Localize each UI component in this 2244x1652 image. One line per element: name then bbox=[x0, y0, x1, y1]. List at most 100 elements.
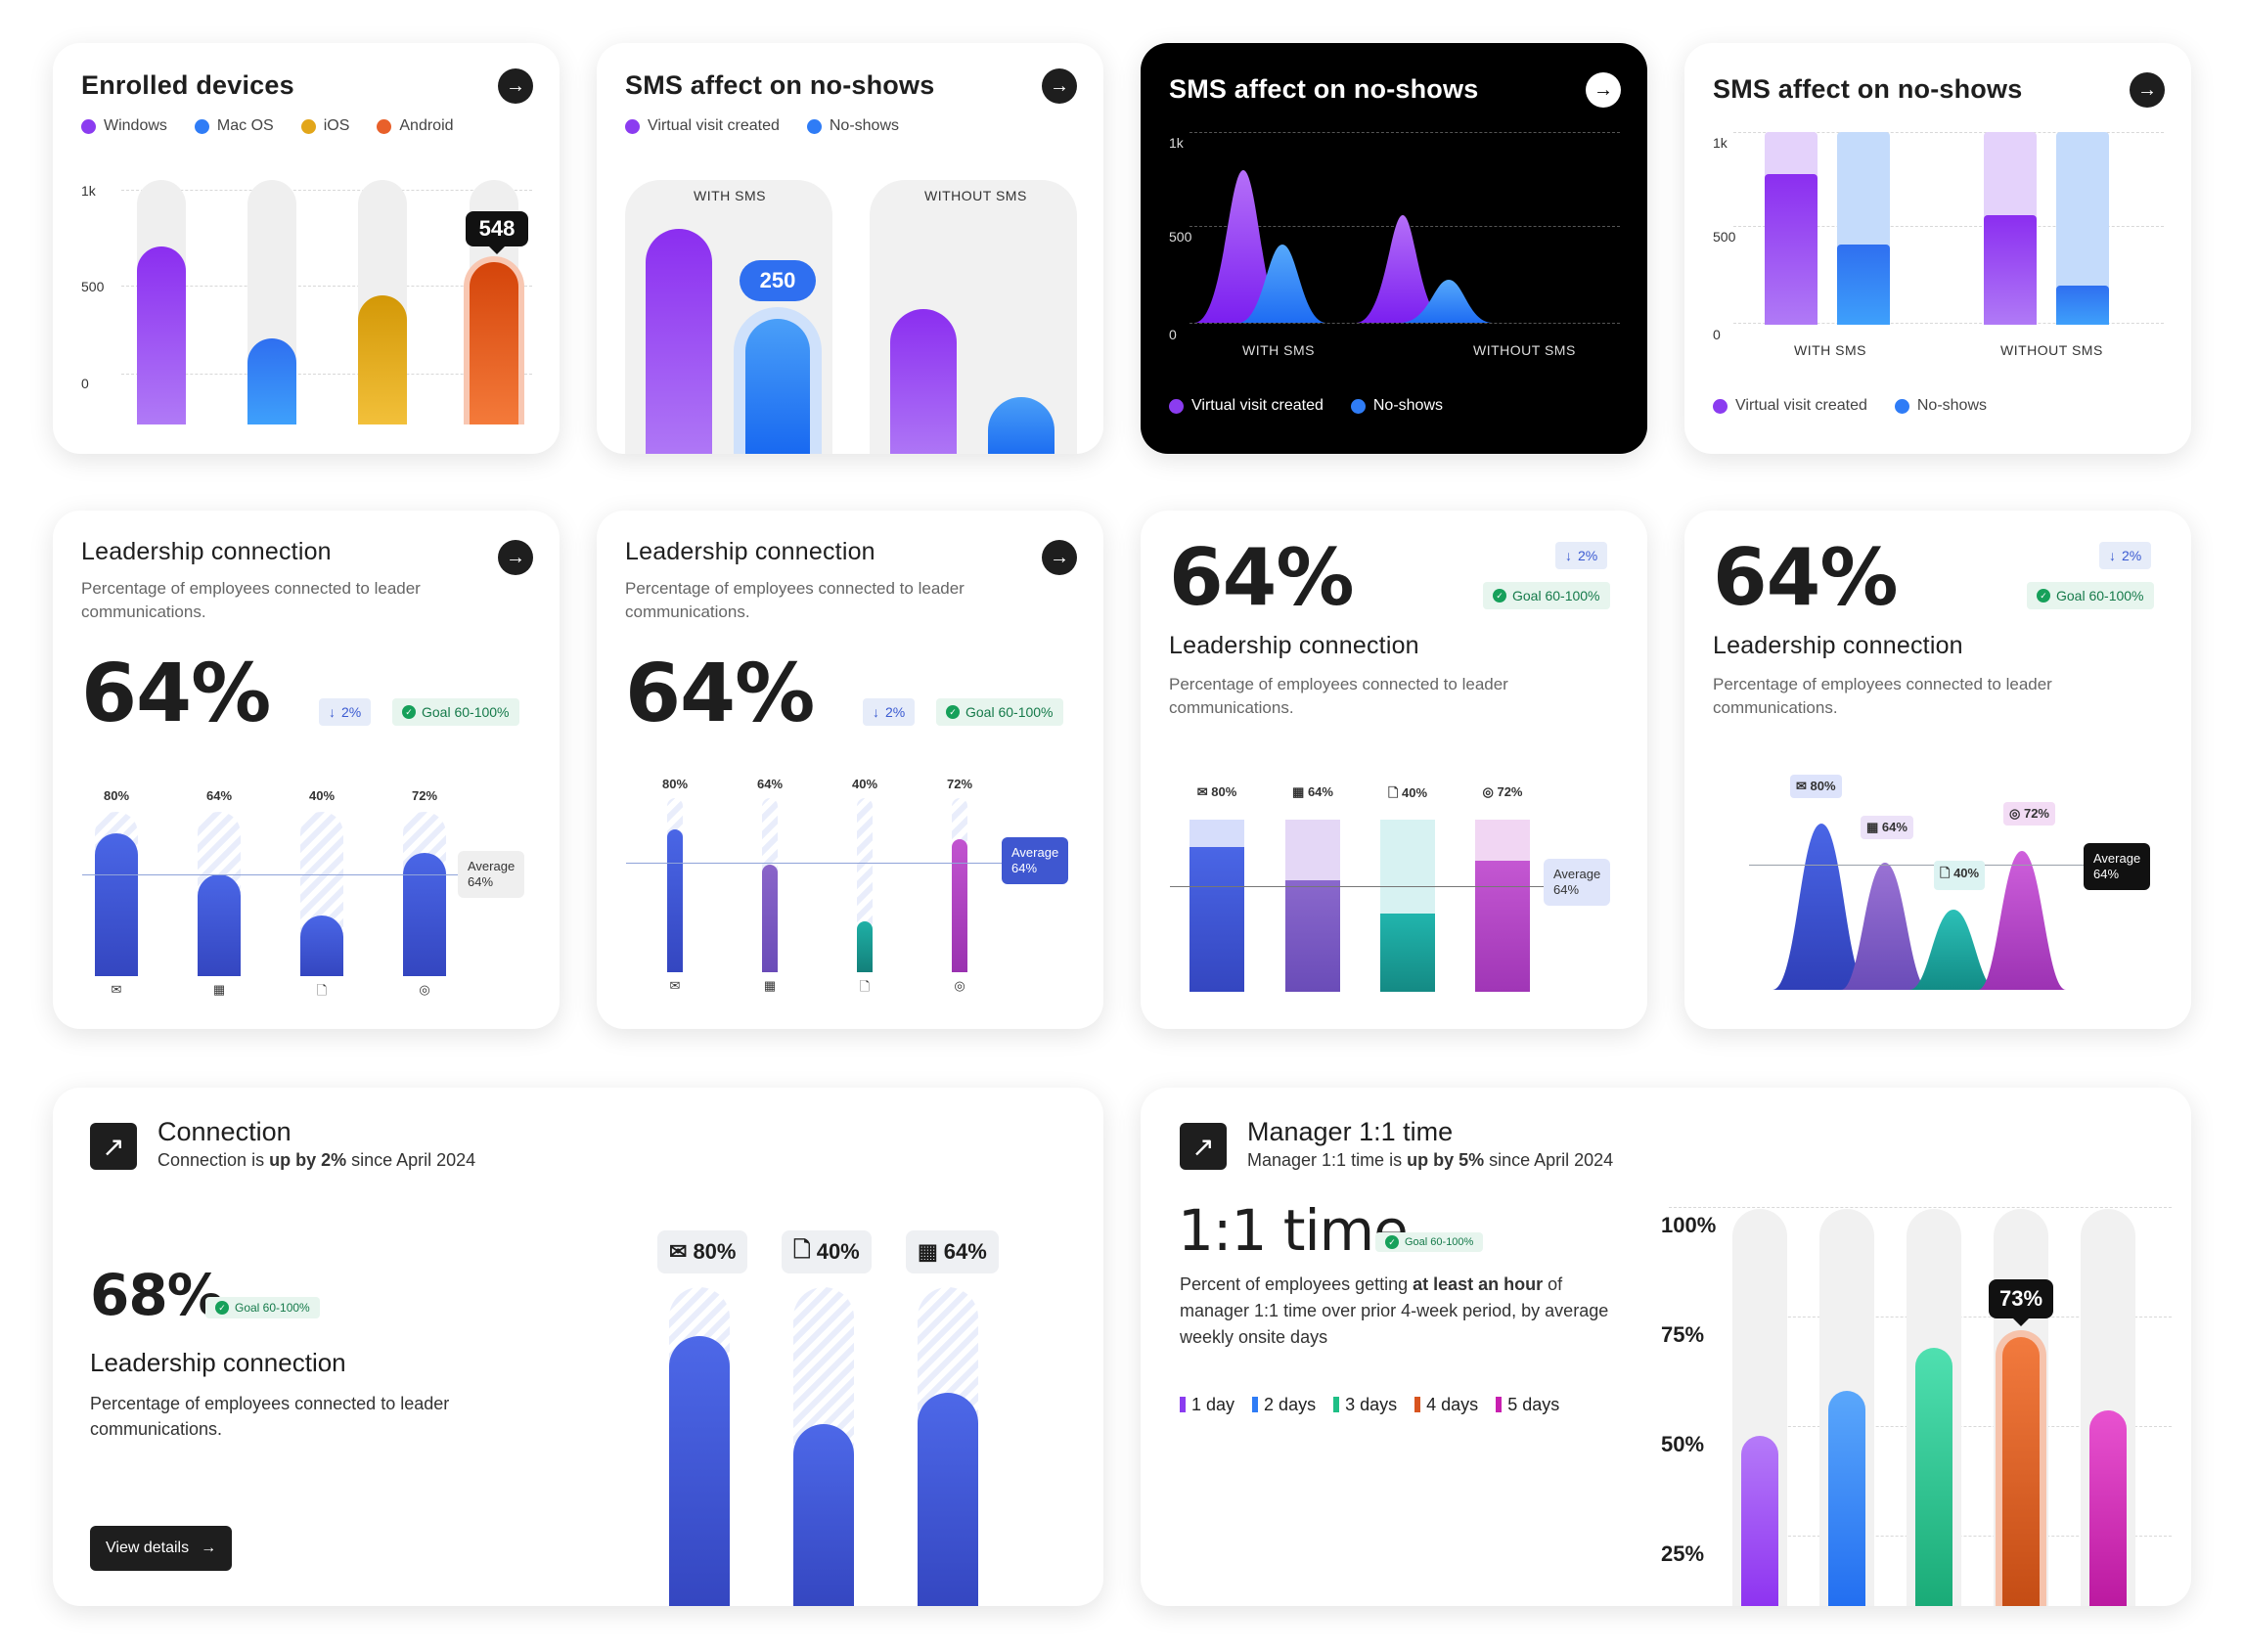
bar-4-days[interactable] bbox=[2002, 1337, 2040, 1606]
legend-label: 4 days bbox=[1426, 1395, 1479, 1414]
bar-email[interactable] bbox=[95, 833, 138, 976]
legend-label: No-shows bbox=[1916, 397, 1988, 414]
desc-text: Percent of employees getting bbox=[1180, 1274, 1414, 1294]
bar-email[interactable] bbox=[1189, 847, 1244, 992]
legend: Virtual visit created No-shows bbox=[1713, 397, 1987, 415]
dot-icon bbox=[1713, 398, 1728, 414]
average-line bbox=[626, 863, 1047, 864]
bar-5-days[interactable] bbox=[2089, 1410, 2127, 1606]
legend-virtual-visit: Virtual visit created bbox=[1169, 397, 1324, 415]
chip-value: 64% bbox=[943, 1239, 987, 1264]
average-label: Average 64% bbox=[1002, 837, 1069, 884]
bar-windows[interactable] bbox=[137, 246, 186, 424]
average-title: Average bbox=[1011, 845, 1059, 860]
bar-chat[interactable] bbox=[403, 853, 446, 976]
delta-badge: ↓ 2% bbox=[319, 698, 372, 726]
bar-macos[interactable] bbox=[247, 338, 296, 424]
bar-with-noshows[interactable] bbox=[1837, 245, 1890, 325]
view-details-button[interactable]: View details → bbox=[90, 1526, 233, 1571]
bar-document[interactable] bbox=[300, 915, 343, 976]
check-icon: ✓ bbox=[402, 705, 416, 719]
metric-value: 64% bbox=[625, 647, 815, 740]
legend-2-days: 2 days bbox=[1252, 1395, 1316, 1415]
desc-text: of manager 1:1 time over prior 4-week pe… bbox=[1180, 1274, 1609, 1347]
card-title: SMS affect on no-shows bbox=[1169, 74, 1479, 104]
bar-value-label: 80% bbox=[661, 777, 689, 791]
arrow-right-icon[interactable]: → bbox=[1586, 72, 1621, 108]
average-value: 64% bbox=[1553, 882, 1580, 897]
average-line bbox=[1749, 865, 2091, 866]
bar-2-days[interactable] bbox=[1828, 1391, 1865, 1606]
bar-without-noshows[interactable] bbox=[988, 397, 1055, 454]
arrow-right-icon[interactable]: → bbox=[1042, 540, 1077, 575]
bar-calendar[interactable] bbox=[1285, 880, 1340, 992]
goal-badge: ✓ Goal 60-100% bbox=[205, 1297, 320, 1318]
bar-calendar[interactable] bbox=[762, 865, 778, 972]
bar-calendar[interactable] bbox=[918, 1393, 978, 1606]
chip-document: 🗋 40% bbox=[782, 1230, 872, 1273]
swatch-icon bbox=[1180, 1397, 1186, 1412]
legend-3-days: 3 days bbox=[1333, 1395, 1397, 1415]
gridline bbox=[1669, 1207, 2172, 1208]
y-tick: 500 bbox=[1169, 229, 1192, 245]
mail-icon: ✉ bbox=[669, 1239, 688, 1264]
average-title: Average bbox=[2093, 851, 2141, 866]
peak-chat bbox=[1978, 851, 2066, 990]
card-title: Enrolled devices bbox=[81, 70, 294, 100]
bar-3-days[interactable] bbox=[1915, 1348, 1952, 1606]
peak-value: 64% bbox=[1881, 820, 1907, 834]
average-line bbox=[1170, 886, 1561, 887]
y-tick: 500 bbox=[81, 279, 105, 294]
card-title: Leadership connection bbox=[1169, 632, 1419, 659]
bar-without-noshows[interactable] bbox=[2056, 286, 2109, 325]
bar-value-label: 72% bbox=[411, 788, 438, 803]
bar-android[interactable] bbox=[470, 262, 518, 424]
bar-ios[interactable] bbox=[358, 295, 407, 424]
arrow-right-icon[interactable]: → bbox=[2130, 72, 2165, 108]
metric-value: 64% bbox=[1713, 532, 1898, 623]
goal-label: Goal 60-100% bbox=[965, 704, 1054, 720]
gridline bbox=[121, 286, 532, 287]
subtitle-text: since April 2024 bbox=[1484, 1150, 1614, 1170]
card-subtitle: Manager 1:1 time is up by 5% since April… bbox=[1247, 1150, 1613, 1171]
subtitle-text: Manager 1:1 time is bbox=[1247, 1150, 1408, 1170]
goal-label: Goal 60-100% bbox=[1512, 588, 1600, 603]
value-tooltip: 73% bbox=[1989, 1279, 2053, 1326]
bar-with-noshows[interactable] bbox=[745, 319, 810, 454]
subtitle-text: Connection is bbox=[157, 1150, 270, 1170]
bar-chat[interactable] bbox=[952, 839, 967, 972]
peak-value: 72% bbox=[2023, 806, 2049, 821]
bar-document[interactable] bbox=[793, 1424, 854, 1606]
chip-email: ✉ 80% bbox=[657, 1230, 748, 1273]
bar-value-label: 64% bbox=[205, 788, 233, 803]
goal-badge: ✓ Goal 60-100% bbox=[392, 698, 519, 726]
arrow-right-icon[interactable]: → bbox=[498, 68, 533, 104]
bar-1-day[interactable] bbox=[1741, 1436, 1778, 1606]
arrow-right-icon[interactable]: → bbox=[1042, 68, 1077, 104]
delta-badge: ↓ 2% bbox=[2099, 542, 2152, 569]
legend-4-days: 4 days bbox=[1414, 1395, 1478, 1415]
goal-label: Goal 60-100% bbox=[1405, 1236, 1474, 1248]
arrow-right-icon[interactable]: → bbox=[498, 540, 533, 575]
average-value: 64% bbox=[2093, 867, 2120, 881]
check-icon: ✓ bbox=[946, 705, 960, 719]
bar-document[interactable] bbox=[1380, 914, 1435, 992]
metric-heading: 1:1 time bbox=[1178, 1197, 1409, 1264]
bar-without-visits[interactable] bbox=[890, 309, 957, 454]
sms-card-tracks: SMS affect on no-shows → Virtual visit c… bbox=[597, 43, 1103, 454]
bar-value: 72% bbox=[1497, 784, 1523, 799]
bar-chat[interactable] bbox=[1475, 861, 1530, 992]
bar-calendar[interactable] bbox=[198, 874, 241, 976]
bar-email[interactable] bbox=[669, 1336, 730, 1606]
card-title: Leadership connection bbox=[625, 538, 875, 565]
bar-with-visits[interactable] bbox=[1765, 174, 1818, 325]
legend-macos: Mac OS bbox=[194, 117, 274, 135]
bar-document[interactable] bbox=[857, 921, 873, 972]
check-icon: ✓ bbox=[215, 1301, 229, 1315]
bar-with-visits[interactable] bbox=[646, 229, 712, 454]
bar-email[interactable] bbox=[667, 829, 683, 972]
bar-without-visits[interactable] bbox=[1984, 215, 2037, 325]
y-tick: 0 bbox=[81, 376, 89, 391]
gridline bbox=[1189, 323, 1620, 324]
metric-value: 64% bbox=[81, 647, 271, 740]
